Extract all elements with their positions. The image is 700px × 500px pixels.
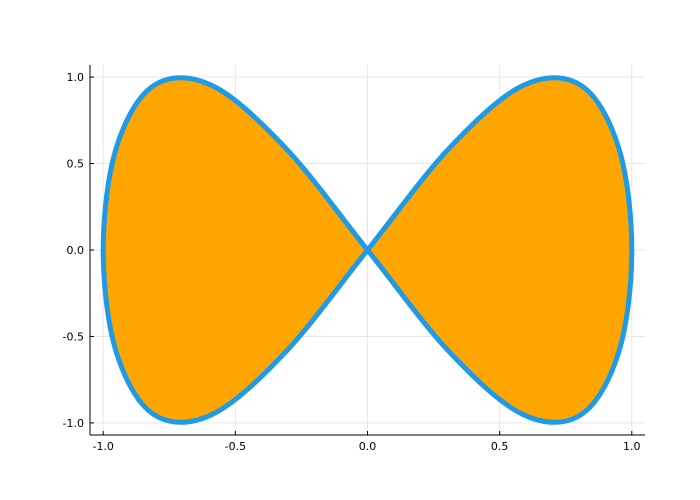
x-tick-label: 0.5 <box>491 440 509 453</box>
y-tick-label: 1.0 <box>67 71 85 84</box>
y-tick-label: -1.0 <box>63 417 84 430</box>
x-tick-label: -1.0 <box>92 440 113 453</box>
y-tick-label: -0.5 <box>63 330 84 343</box>
x-tick-label: 0.0 <box>359 440 377 453</box>
y-tick-label: 0.5 <box>67 158 85 171</box>
x-tick-label: -0.5 <box>225 440 246 453</box>
series-line <box>100 75 635 425</box>
x-axis-ticks: -1.0 -0.5 0.0 0.5 1.0 <box>92 431 641 453</box>
x-tick-label: 1.0 <box>623 440 641 453</box>
series-line-layer <box>100 75 635 425</box>
y-tick-label: 0.0 <box>67 244 85 257</box>
y-axis-ticks: -1.0 -0.5 0.0 0.5 1.0 <box>63 71 94 430</box>
